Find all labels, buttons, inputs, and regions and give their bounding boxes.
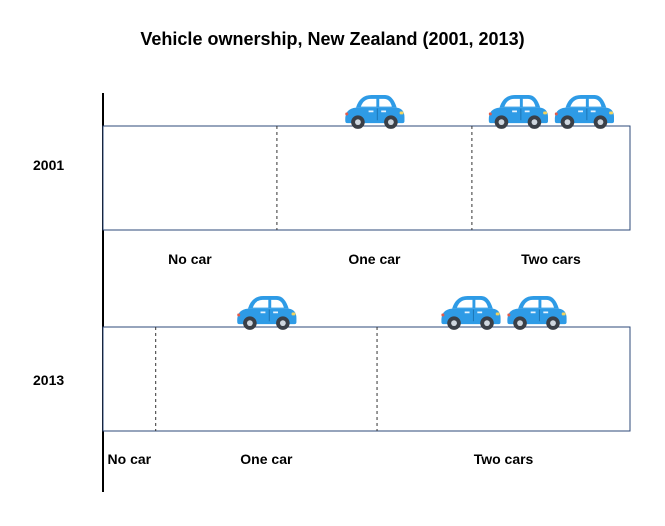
row-label-2013: 2013 <box>33 372 64 388</box>
car-icon <box>488 94 549 129</box>
bar-2001 <box>102 125 631 231</box>
chart-title: Vehicle ownership, New Zealand (2001, 20… <box>140 29 525 49</box>
car-icon <box>506 295 568 330</box>
segment-label-2001-2: Two cars <box>521 251 581 267</box>
segment-label-2013-0: No car <box>108 451 152 467</box>
segment-label-2001-0: No car <box>168 251 212 267</box>
segment-label-2001-1: One car <box>348 251 401 267</box>
car-icon <box>440 295 502 330</box>
car-icon <box>554 94 615 129</box>
segment-label-2013-2: Two cars <box>474 451 534 467</box>
bar-2013 <box>102 326 631 432</box>
car-icon <box>236 295 297 330</box>
row-label-2001: 2001 <box>33 157 64 173</box>
segment-label-2013-1: One car <box>240 451 293 467</box>
car-icon <box>344 94 405 129</box>
